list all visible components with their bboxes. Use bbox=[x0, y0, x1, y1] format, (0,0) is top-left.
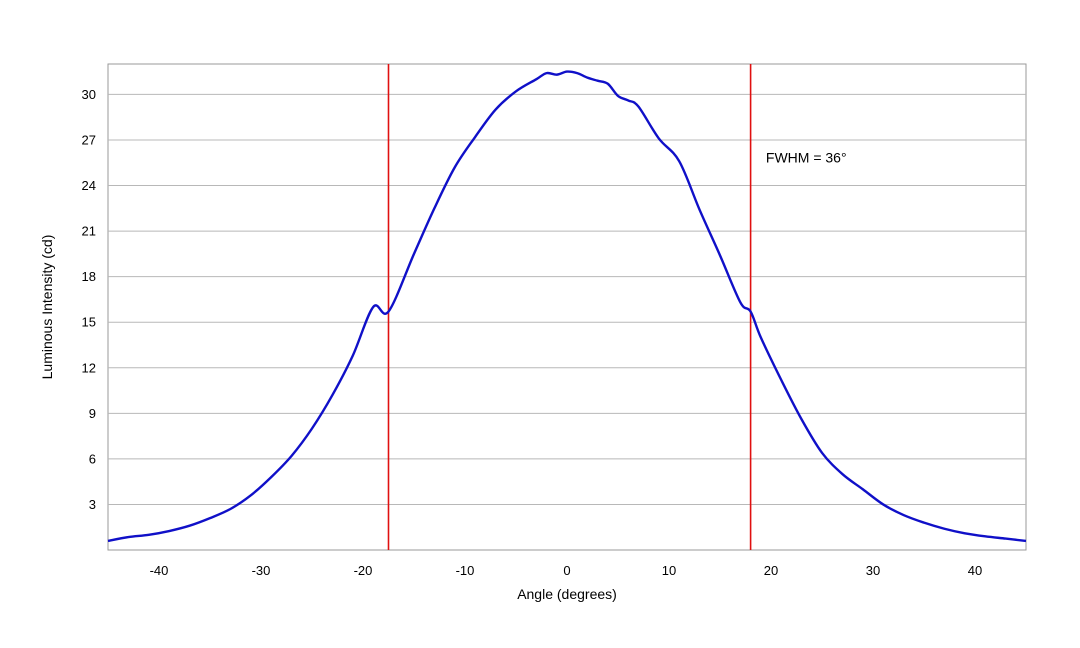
grid bbox=[108, 93, 1026, 505]
y-axis-ticks: 3 6 9 12 15 18 21 24 27 30 bbox=[82, 87, 96, 512]
x-tick-label: 20 bbox=[764, 563, 778, 578]
x-tick-label: -10 bbox=[456, 563, 475, 578]
y-tick-label: 30 bbox=[82, 87, 96, 102]
reference-lines bbox=[387, 64, 752, 550]
y-axis-title: Luminous Intensity (cd) bbox=[39, 235, 55, 380]
x-tick-label: -30 bbox=[252, 563, 271, 578]
x-tick-label: -20 bbox=[354, 563, 373, 578]
x-tick-label: 0 bbox=[563, 563, 570, 578]
x-tick-label: -40 bbox=[150, 563, 169, 578]
x-tick-label: 30 bbox=[866, 563, 880, 578]
x-tick-label: 10 bbox=[662, 563, 676, 578]
annotations: FWHM = 36° bbox=[766, 150, 847, 166]
series-layer bbox=[107, 70, 1027, 543]
x-tick-label: 40 bbox=[968, 563, 982, 578]
x-axis-title: Angle (degrees) bbox=[517, 586, 617, 602]
y-tick-label: 27 bbox=[82, 132, 96, 147]
y-tick-label: 15 bbox=[82, 315, 96, 330]
y-tick-label: 12 bbox=[82, 360, 96, 375]
y-tick-label: 9 bbox=[89, 406, 96, 421]
y-tick-label: 18 bbox=[82, 269, 96, 284]
intensity-series-line bbox=[107, 70, 1027, 543]
plot-frame bbox=[107, 63, 1027, 551]
x-axis-ticks: -40 -30 -20 -10 0 10 20 30 40 bbox=[150, 563, 983, 578]
y-tick-label: 6 bbox=[89, 451, 96, 466]
y-tick-label: 24 bbox=[82, 178, 96, 193]
fwhm-annotation: FWHM = 36° bbox=[766, 150, 847, 166]
y-tick-label: 21 bbox=[82, 224, 96, 239]
y-tick-label: 3 bbox=[89, 497, 96, 512]
